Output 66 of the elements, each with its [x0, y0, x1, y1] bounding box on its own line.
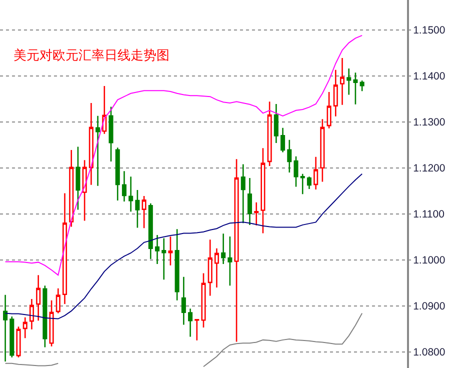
candlestick: [267, 101, 272, 167]
candlestick: [201, 272, 206, 328]
candlestick: [274, 103, 278, 144]
candlestick: [360, 80, 364, 92]
y-tick-label: 1.1300: [413, 116, 446, 129]
candlestick: [56, 288, 60, 314]
candlestick: [333, 69, 338, 118]
candlestick: [194, 318, 200, 342]
candlestick: [168, 236, 173, 266]
candlestick: [254, 202, 259, 226]
candlestick: [340, 57, 345, 106]
candlestick: [280, 127, 286, 153]
candlestick: [174, 228, 180, 302]
candlestick: [300, 173, 305, 195]
candlestick: [96, 115, 100, 186]
candlestick: [214, 248, 219, 288]
candlestick: [306, 176, 312, 190]
candlestick: [326, 91, 332, 129]
candlestick: [240, 164, 246, 224]
candlestick: [247, 177, 252, 226]
candlestick: [76, 146, 80, 210]
candlestick: [102, 85, 107, 135]
candlestick: [69, 149, 74, 228]
candlestick: [353, 72, 358, 106]
candlestick: [234, 158, 239, 342]
candlestick: [10, 316, 14, 358]
candlestick: [108, 106, 114, 162]
y-tick-label: 1.1100: [413, 208, 445, 221]
y-tick-label: 1.0800: [413, 346, 446, 359]
candlestick: [115, 147, 120, 202]
candlestick: [228, 236, 232, 286]
candlestick: [148, 202, 153, 260]
candlestick: [320, 118, 325, 182]
candlestick: [88, 102, 94, 186]
candlestick: [154, 234, 160, 265]
candlestick: [62, 192, 68, 305]
text: 美元对欧元汇率日线走势图: [14, 48, 170, 63]
candlestick: [49, 300, 54, 348]
candlestick: [294, 156, 298, 188]
candlestick: [122, 170, 126, 202]
candlestick: [82, 159, 87, 222]
candlestick: [128, 176, 134, 212]
candlestick: [314, 156, 318, 190]
candlestick: [221, 233, 226, 265]
candlestick: [36, 274, 41, 322]
candlestick: [135, 189, 140, 228]
candlestick: [287, 139, 292, 174]
y-tick-label: 1.1000: [413, 254, 446, 267]
candlestick: [260, 147, 266, 234]
candlestick: [346, 68, 352, 96]
candlestick: [142, 195, 146, 229]
candlestick: [3, 294, 8, 362]
candlestick: [188, 308, 193, 338]
candlestick: [16, 326, 21, 358]
line-series: [4, 173, 363, 320]
candlestick: [181, 276, 186, 326]
y-tick-label: 1.0900: [413, 300, 446, 313]
candlestick: [29, 298, 34, 330]
y-tick-label: 1.1500: [413, 24, 446, 37]
line-series: [4, 34, 363, 276]
y-tick-label: 1.1400: [413, 70, 446, 83]
candlestick: [22, 316, 28, 339]
y-tick-label: 1.1200: [413, 162, 446, 175]
candlestick: [162, 238, 166, 280]
candlestick: [42, 285, 48, 348]
candlestick: [208, 239, 212, 296]
